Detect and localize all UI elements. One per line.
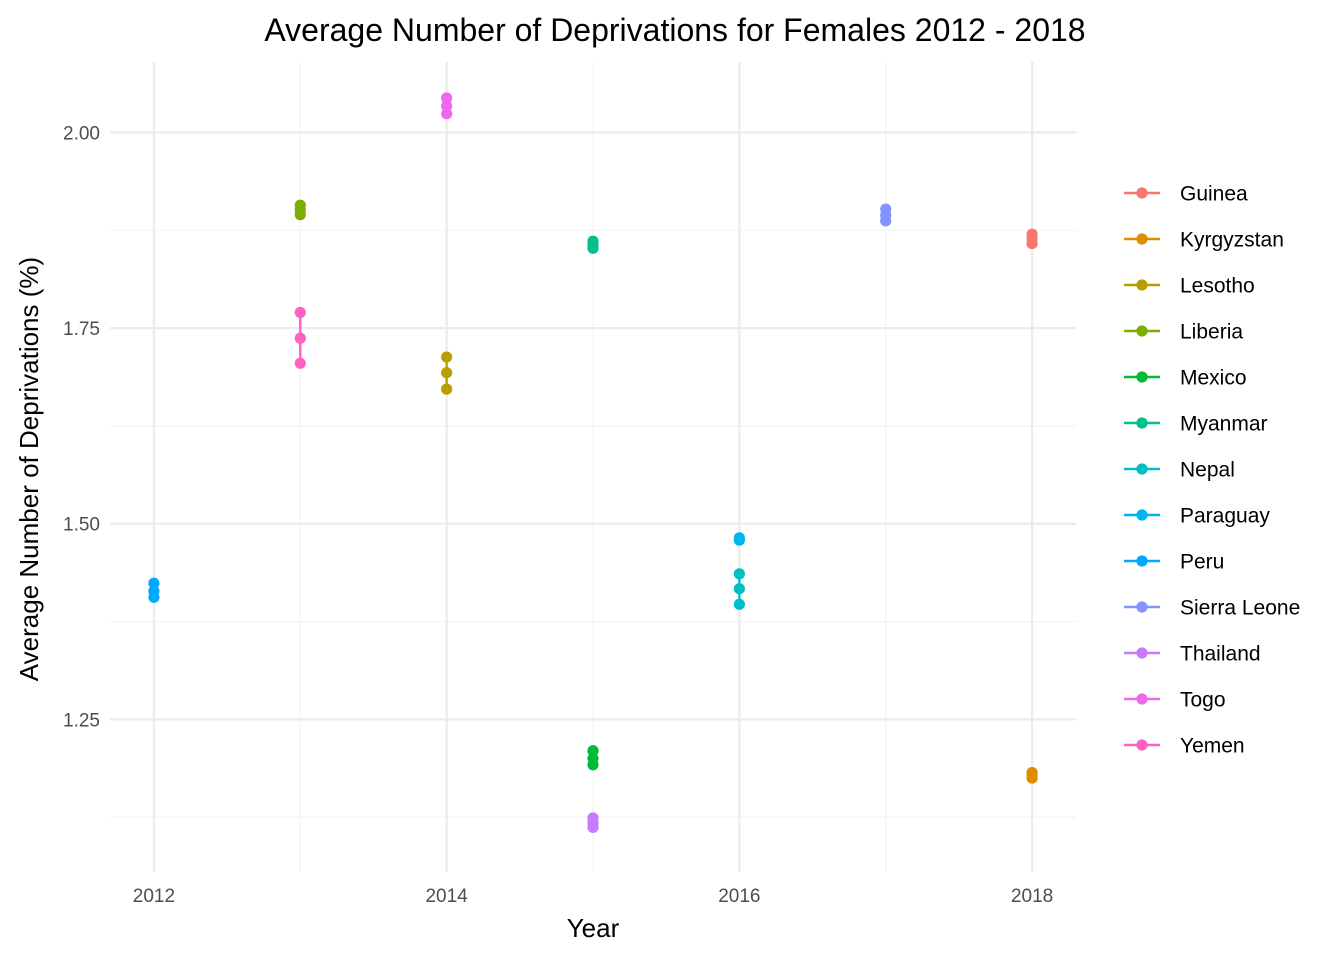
chart-title: Average Number of Deprivations for Femal…: [264, 12, 1085, 48]
legend-label: Mexico: [1180, 367, 1247, 390]
data-point-nepal: [733, 568, 745, 580]
legend-key-point: [1136, 325, 1148, 337]
x-axis-ticks: 2012 2014 2016 2018: [133, 886, 1053, 907]
legend-label: Togo: [1180, 689, 1226, 712]
data-point-peru: [148, 577, 160, 589]
legend-label: Peru: [1180, 551, 1224, 574]
legend-label: Liberia: [1180, 321, 1243, 344]
legend-item-myanmar: Myanmar: [1124, 413, 1268, 436]
legend-item-nepal: Nepal: [1124, 459, 1235, 482]
legend-label: Myanmar: [1180, 413, 1268, 436]
data-point-kyrgyzstan: [1026, 767, 1038, 779]
data-point-nepal: [733, 583, 745, 595]
y-tick-label: 1.50: [63, 515, 100, 536]
data-point-guinea: [1026, 228, 1038, 240]
legend-item-sierra-leone: Sierra Leone: [1124, 597, 1300, 620]
legend-item-yemen: Yemen: [1124, 735, 1245, 758]
series-peru: [148, 577, 160, 603]
legend-key-point: [1136, 187, 1148, 199]
grid: [110, 62, 1076, 872]
series-liberia: [294, 199, 306, 221]
series-myanmar: [587, 235, 599, 254]
legend-item-togo: Togo: [1124, 689, 1226, 712]
legend-item-liberia: Liberia: [1124, 321, 1243, 344]
series-yemen: [294, 306, 306, 369]
legend-key-point: [1136, 739, 1148, 751]
legend-label: Guinea: [1180, 183, 1248, 206]
legend-key-point: [1136, 555, 1148, 567]
data-point-sierra-leone: [880, 203, 892, 215]
series-kyrgyzstan: [1026, 767, 1038, 784]
y-tick-label: 1.75: [63, 319, 100, 340]
data-point-lesotho: [441, 367, 453, 379]
legend: Guinea Kyrgyzstan Lesotho Liberia Mexico Myan…: [1124, 183, 1300, 758]
x-axis-title: Year: [567, 913, 620, 943]
legend-key-point: [1136, 233, 1148, 245]
legend-key-point: [1136, 647, 1148, 659]
data-point-lesotho: [441, 383, 453, 395]
legend-label: Thailand: [1180, 643, 1261, 666]
data-point-mexico: [587, 745, 599, 757]
series-lesotho: [441, 351, 453, 395]
legend-item-paraguay: Paraguay: [1124, 505, 1270, 528]
legend-item-lesotho: Lesotho: [1124, 275, 1255, 298]
legend-key-point: [1136, 509, 1148, 521]
data-point-peru: [148, 585, 160, 597]
data-point-liberia: [294, 199, 306, 211]
data-point-thailand: [587, 812, 599, 824]
legend-label: Paraguay: [1180, 505, 1270, 528]
legend-key-point: [1136, 417, 1148, 429]
data-point-yemen: [294, 357, 306, 369]
data-point-togo: [441, 92, 453, 104]
legend-label: Sierra Leone: [1180, 597, 1300, 620]
series: [148, 92, 1038, 833]
legend-key-point: [1136, 463, 1148, 475]
x-tick-label: 2016: [718, 886, 760, 907]
legend-label: Kyrgyzstan: [1180, 229, 1284, 252]
data-point-lesotho: [441, 351, 453, 363]
y-tick-label: 2.00: [63, 123, 100, 144]
data-point-paraguay: [733, 532, 745, 544]
series-guinea: [1026, 228, 1038, 250]
series-sierra-leone: [880, 203, 892, 227]
legend-label: Lesotho: [1180, 275, 1255, 298]
legend-key-point: [1136, 693, 1148, 705]
legend-label: Nepal: [1180, 459, 1235, 482]
series-mexico: [587, 745, 599, 771]
legend-item-peru: Peru: [1124, 551, 1224, 574]
data-point-yemen: [294, 332, 306, 344]
data-point-togo: [441, 100, 453, 112]
series-nepal: [733, 568, 745, 610]
x-tick-label: 2014: [425, 886, 468, 907]
series-thailand: [587, 812, 599, 833]
series-paraguay: [733, 532, 745, 546]
legend-key-point: [1136, 279, 1148, 291]
y-axis-title: Average Number of Deprivations (%): [14, 257, 44, 681]
legend-item-kyrgyzstan: Kyrgyzstan: [1124, 229, 1284, 252]
legend-key-point: [1136, 601, 1148, 613]
x-tick-label: 2018: [1011, 886, 1053, 907]
x-tick-label: 2012: [133, 886, 175, 907]
data-point-mexico: [587, 752, 599, 765]
y-axis-ticks: 1.25 1.50 1.75 2.00: [63, 123, 100, 731]
data-point-nepal: [733, 598, 745, 610]
data-point-yemen: [294, 306, 306, 319]
data-point-togo: [441, 108, 453, 120]
series-togo: [441, 92, 453, 120]
y-tick-label: 1.25: [63, 710, 100, 731]
legend-item-guinea: Guinea: [1124, 183, 1248, 206]
legend-item-mexico: Mexico: [1124, 367, 1247, 390]
data-point-myanmar: [587, 235, 599, 247]
legend-key-point: [1136, 371, 1148, 383]
legend-label: Yemen: [1180, 735, 1245, 758]
legend-item-thailand: Thailand: [1124, 643, 1261, 666]
